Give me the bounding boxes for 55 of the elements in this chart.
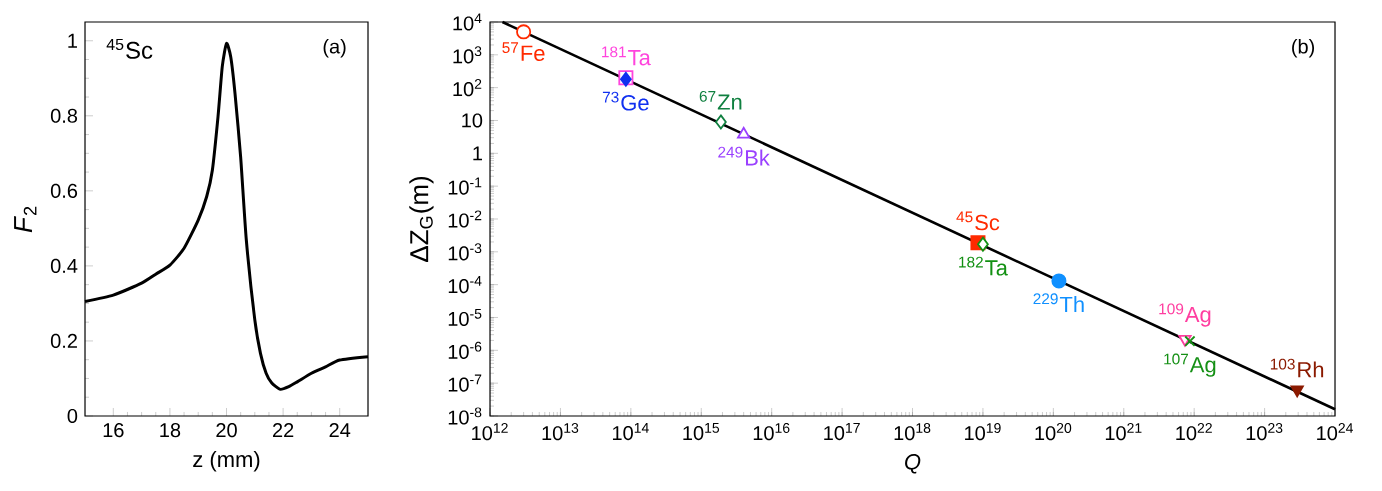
series-label: $^{103}$Rh [1270, 358, 1324, 378]
x-tick-label: 24 [329, 423, 351, 438]
x-tick-label: 10$^{17}$ [824, 423, 860, 441]
x-tick-label: 20 [216, 423, 237, 438]
x-tick-label: 10$^{23}$ [1246, 423, 1283, 441]
series-label: $^{182}$Ta [959, 256, 1008, 276]
annotation: $^{45}$Sc [106, 38, 153, 59]
series-label: $^{73}$Ge [602, 91, 649, 111]
y-tick-label: 10$^{-5}$ [448, 308, 482, 327]
y-tick-label: 10$^{-1}$ [448, 177, 482, 195]
y-tick-label: 1 [68, 33, 77, 48]
x-tick-label: 10$^{21}$ [1105, 423, 1142, 441]
series-label: $^{229}$Th [1033, 293, 1084, 313]
y-tick-label: 0.4 [50, 258, 78, 273]
x-tick-label: 10$^{19}$ [965, 423, 1001, 441]
x-tick-label: 10$^{18}$ [894, 423, 931, 441]
series-label: $^{57}$Fe [502, 42, 545, 62]
y-axis-title: F$_{2}$ [14, 206, 37, 233]
series-label: $^{45}$Sc [956, 211, 1000, 231]
y-tick-label: 10$^{-2}$ [448, 210, 482, 228]
series-label: $^{249}$Bk [718, 146, 770, 166]
series-label: $^{181}$Ta [602, 46, 651, 66]
x-axis-title: z (mm) [193, 450, 260, 472]
x-tick-label: 18 [160, 423, 181, 438]
x-tick-label: 10$^{14}$ [612, 423, 649, 441]
x-tick-label: 10$^{13}$ [542, 423, 579, 441]
y-tick-label: 1 [473, 146, 482, 161]
y-tick-label: 10$^{4}$ [453, 13, 482, 31]
y-tick-label: 10$^{3}$ [453, 46, 482, 64]
y-tick-label: 10$^{-6}$ [448, 341, 482, 359]
y-tick-label: 0 [67, 408, 78, 424]
x-tick-label: 10$^{15}$ [683, 423, 720, 441]
y-tick-label: 10$^{2}$ [453, 79, 482, 97]
x-tick-label: 22 [272, 423, 294, 438]
y-tick-label: 0.8 [50, 108, 78, 123]
x-tick-label: 10$^{16}$ [753, 423, 790, 441]
x-tick-label: 10$^{24}$ [1317, 423, 1353, 441]
series-label: $^{109}$Ag [1159, 303, 1211, 327]
y-tick-label: 10 [462, 113, 483, 128]
y-tick-label: 0.6 [50, 183, 78, 198]
y-tick-label: 0.2 [50, 333, 77, 349]
x-axis-title: Q [905, 454, 921, 474]
x-tick-label: 16 [103, 423, 124, 438]
y-tick-label: 10$^{-7}$ [448, 374, 482, 392]
x-tick-label: 10$^{20}$ [1035, 423, 1072, 441]
y-tick-label: 10$^{-3}$ [448, 243, 482, 261]
y-tick-label: 10$^{-8}$ [448, 407, 482, 425]
x-tick-label: 10$^{12}$ [472, 423, 508, 441]
series-label: $^{67}$Zn [699, 90, 742, 110]
series-label: $^{107}$Ag [1164, 353, 1216, 377]
y-axis-title: ΔZ$_{G}$(m) [409, 176, 434, 262]
y-tick-label: 10$^{-4}$ [448, 276, 482, 294]
annotation: (b) [1292, 38, 1315, 58]
x-tick-label: 10$^{22}$ [1176, 423, 1212, 441]
annotation: (a) [323, 38, 346, 58]
